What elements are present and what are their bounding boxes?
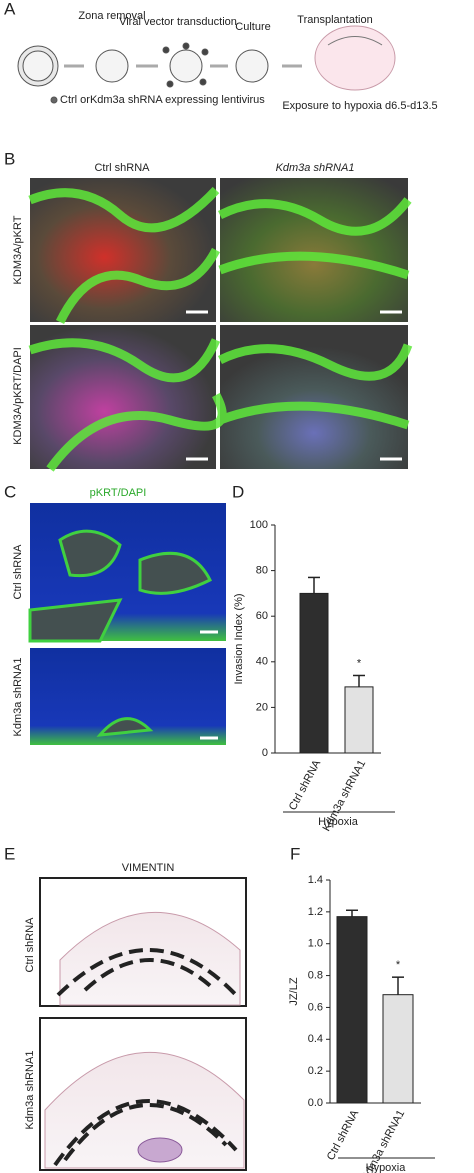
exposure-text: Exposure to hypoxia d6.5-d13.5: [282, 100, 437, 112]
step-label: Transplantation: [297, 14, 372, 26]
row-label: Kdm3a shRNA1: [12, 658, 24, 737]
y-axis-label: JZ/LZ: [288, 977, 300, 1005]
bar: [336, 916, 368, 1104]
column-label: Kdm3a shRNA1: [276, 162, 355, 174]
micrographs: [28, 178, 413, 472]
bar: [299, 592, 329, 754]
step-label: Culture: [235, 21, 270, 33]
y-tick-label: 0.0: [308, 1097, 323, 1109]
y-tick-label: 0: [262, 747, 268, 759]
y-tick-label: 80: [256, 565, 268, 577]
y-tick-label: 100: [250, 519, 268, 531]
panel-letter: E: [4, 844, 15, 863]
bar: [344, 686, 374, 754]
column-label: Ctrl shRNA: [94, 162, 150, 174]
legend-text: Ctrl orKdm3a shRNA expressing lentivirus: [60, 94, 265, 106]
group-label: Hypoxia: [366, 1162, 407, 1173]
y-tick-label: 20: [256, 701, 268, 713]
row-label: Kdm3a shRNA1: [24, 1051, 36, 1130]
row-label: Ctrl shRNA: [24, 917, 36, 973]
panel-title: VIMENTIN: [122, 862, 175, 874]
step-label: Viral vector transduction: [119, 16, 237, 28]
histology: [39, 877, 247, 1171]
y-tick-label: 40: [256, 656, 268, 668]
micrographs: [28, 503, 226, 745]
panel-letter: D: [232, 482, 244, 501]
y-tick-label: 60: [256, 610, 268, 622]
y-tick-label: 0.8: [308, 969, 323, 981]
panel-letter: C: [4, 482, 16, 501]
workflow: [17, 25, 396, 104]
significance: *: [357, 657, 362, 669]
y-axis-label: Invasion Index (%): [233, 593, 245, 684]
panel-letter: F: [290, 844, 300, 863]
y-tick-label: 1.4: [308, 874, 323, 886]
step-label: Zona removal: [78, 10, 145, 22]
row-label: Ctrl shRNA: [12, 544, 24, 600]
y-tick-label: 0.2: [308, 1065, 323, 1077]
row-label: KDM3A/pKRT: [12, 215, 24, 284]
group-label: Hypoxia: [318, 816, 359, 828]
panel-letter: B: [4, 149, 15, 168]
y-tick-label: 1.0: [308, 938, 323, 950]
panel-letter: A: [4, 0, 16, 18]
x-tick-label: Ctrl shRNA: [325, 1108, 362, 1163]
panel-title: pKRT/DAPI: [90, 487, 147, 499]
row-label: KDM3A/pKRT/DAPI: [12, 347, 24, 445]
significance: *: [396, 959, 401, 971]
y-tick-label: 0.6: [308, 1001, 323, 1013]
bar: [382, 994, 414, 1104]
y-tick-label: 1.2: [308, 906, 323, 918]
x-tick-label: Ctrl shRNA: [287, 758, 324, 813]
y-tick-label: 0.4: [308, 1033, 323, 1045]
